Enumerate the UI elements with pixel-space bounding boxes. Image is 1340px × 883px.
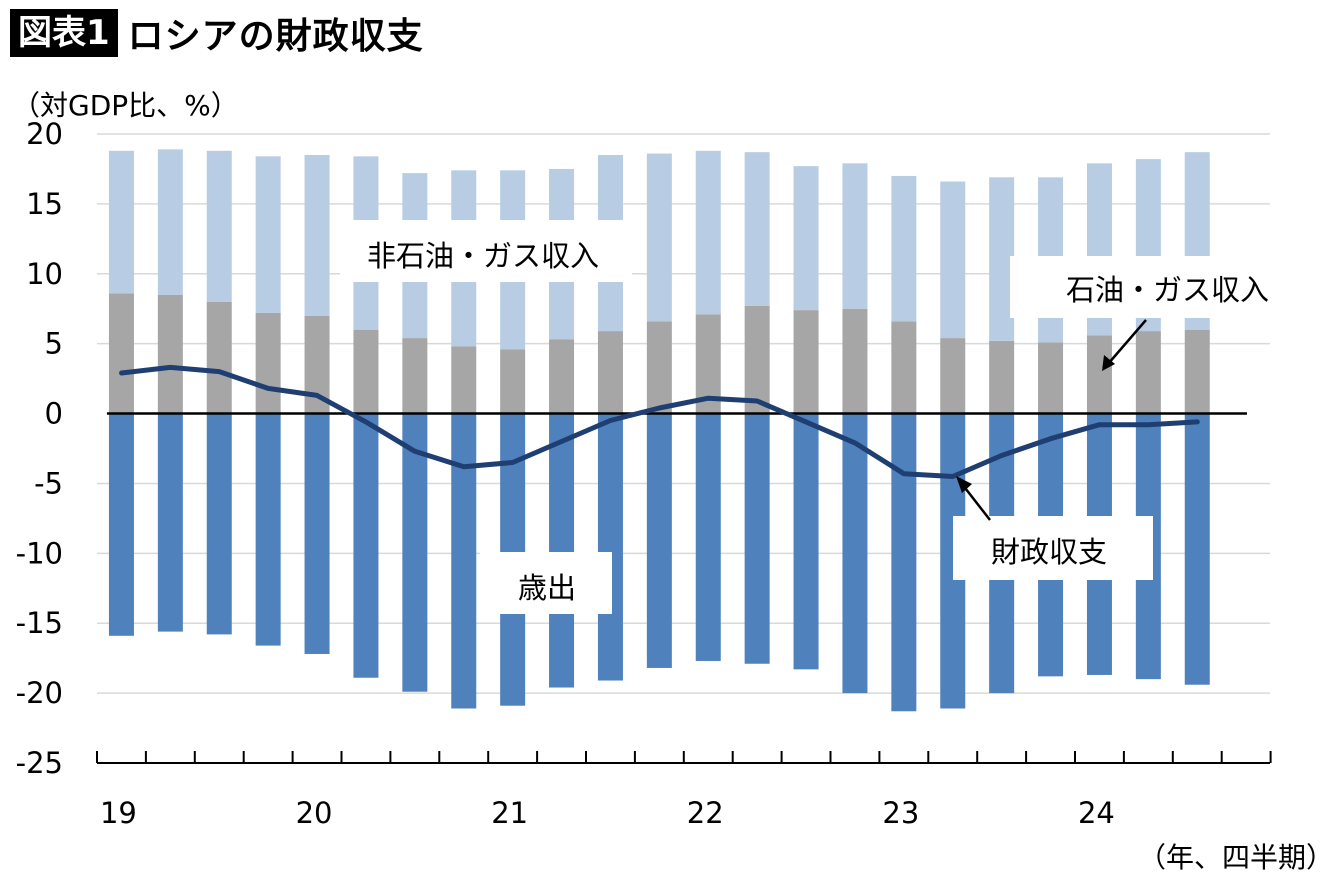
non-oil-revenue-bar	[793, 166, 819, 311]
y-axis-ticks: 20 15 10 5 0 -5 -10 -15 -20 -25	[16, 117, 63, 780]
non-oil-revenue-bar	[304, 154, 330, 316]
expenditure-bar	[255, 413, 281, 646]
page-title: ロシアの財政収支	[127, 16, 424, 57]
expenditure-bar	[206, 413, 232, 635]
expenditure-bar	[695, 413, 721, 661]
expenditure-bar	[646, 413, 672, 668]
non-oil-revenue-bar	[744, 152, 770, 306]
oil-revenue-bar	[1038, 342, 1064, 414]
annotation-backgrounds	[340, 220, 1270, 614]
oil-revenue-bar	[597, 331, 623, 414]
expenditure-bar	[108, 413, 134, 636]
y-tick-label: 20	[26, 117, 63, 151]
fiscal-balance-label: 財政収支	[991, 535, 1107, 569]
oil-revenue-bar	[402, 338, 428, 414]
x-year-label: 24	[1078, 796, 1115, 830]
non-oil-revenue-bar	[646, 153, 672, 322]
x-year-label: 19	[100, 796, 137, 830]
oil-revenue-bar	[1184, 329, 1210, 414]
expenditure-bar	[842, 413, 868, 694]
fiscal-balance-arrow-head	[956, 476, 972, 493]
oil-revenue-bar	[940, 338, 966, 414]
y-tick-label: -25	[16, 746, 63, 780]
oil-revenue-label: 石油・ガス収入	[1066, 273, 1269, 307]
expenditure-bar	[1184, 413, 1210, 685]
expenditure-bar	[597, 413, 623, 681]
expenditure-bar	[793, 413, 819, 670]
bars	[108, 149, 1210, 712]
non-oil-revenue-bar	[108, 150, 134, 294]
title-bar: 図表1 ロシアの財政収支	[10, 8, 424, 58]
non-oil-revenue-bar	[842, 163, 868, 309]
balance-series-line	[119, 364, 1200, 479]
oil-revenue-bar	[891, 321, 917, 414]
y-tick-label: 0	[45, 397, 63, 431]
y-tick-label: -10	[16, 536, 63, 570]
expenditure-bar	[549, 413, 575, 688]
annotation-background	[1010, 256, 1270, 318]
oil-revenue-bar	[500, 349, 526, 414]
y-axis-unit-label: （対GDP比、%）	[12, 89, 239, 122]
annotation-background	[340, 220, 632, 282]
non-oil-revenue-bar	[989, 177, 1015, 341]
non-oil-revenue-bar	[255, 156, 281, 313]
oil-revenue-arrow	[1107, 319, 1147, 365]
x-year-label: 21	[491, 796, 528, 830]
gridlines	[97, 133, 1270, 694]
oil-revenue-bar	[549, 339, 575, 414]
y-tick-label: 15	[26, 187, 63, 221]
oil-revenue-bar	[108, 293, 134, 414]
oil-revenue-bar	[157, 294, 183, 414]
oil-revenue-bar	[989, 340, 1015, 414]
y-tick-label: -5	[34, 466, 63, 500]
expenditure-bar	[304, 413, 330, 654]
x-axis-year-labels: 19 20 21 22 23 24	[100, 796, 1115, 830]
oil-revenue-bar	[646, 321, 672, 414]
annotations: 非石油・ガス収入 石油・ガス収入 歳出 財政収支	[367, 239, 1269, 605]
oil-revenue-bar	[451, 346, 477, 414]
oil-revenue-bar	[1135, 331, 1161, 414]
expenditure-label: 歳出	[518, 571, 576, 605]
non-oil-revenue-bar	[891, 175, 917, 322]
x-axis-unit-label: （年、四半期）	[1137, 841, 1334, 874]
non-oil-revenue-label: 非石油・ガス収入	[367, 239, 599, 273]
non-oil-revenue-bar	[695, 150, 721, 315]
figure-badge: 図表1	[10, 9, 118, 57]
expenditure-bar	[157, 413, 183, 632]
oil-revenue-bar	[353, 329, 379, 414]
fiscal-balance-arrow	[961, 483, 991, 521]
oil-revenue-bar	[206, 301, 232, 414]
oil-revenue-arrow-head	[1102, 355, 1115, 371]
expenditure-bar	[744, 413, 770, 664]
oil-revenue-bar	[842, 308, 868, 414]
non-oil-revenue-bar	[940, 181, 966, 339]
y-tick-label: 5	[45, 327, 63, 361]
x-year-label: 20	[296, 796, 333, 830]
non-oil-revenue-bar	[157, 149, 183, 295]
expenditure-bar	[451, 413, 477, 709]
x-year-label: 23	[882, 796, 919, 830]
y-tick-label: -15	[16, 606, 63, 640]
x-axis	[96, 751, 1272, 764]
y-tick-label: -20	[16, 676, 63, 710]
oil-revenue-bar	[255, 312, 281, 414]
oil-revenue-bar	[1086, 335, 1112, 414]
annotation-background	[953, 516, 1153, 580]
oil-revenue-bar	[793, 310, 819, 414]
annotation-background	[480, 552, 612, 614]
x-year-label: 22	[687, 796, 724, 830]
expenditure-bar	[891, 413, 917, 712]
oil-revenue-bar	[744, 305, 770, 414]
expenditure-bar	[353, 413, 379, 678]
expenditure-bar	[402, 413, 428, 692]
y-tick-label: 10	[26, 257, 63, 291]
non-oil-revenue-bar	[206, 150, 232, 302]
